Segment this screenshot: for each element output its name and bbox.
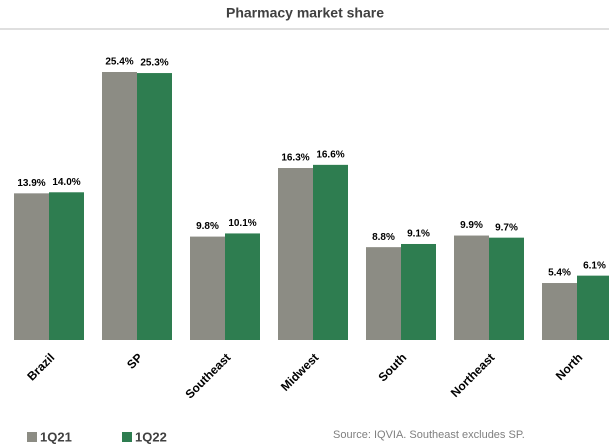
- value-label: 9.8%: [196, 221, 219, 232]
- value-label: 16.6%: [316, 149, 344, 160]
- chart-title: Pharmacy market share: [226, 5, 384, 21]
- value-label: 9.9%: [460, 220, 483, 231]
- bar: [454, 235, 489, 340]
- value-label: 10.1%: [228, 218, 256, 229]
- x-tick-label: Northeast: [448, 350, 498, 400]
- bar: [313, 164, 348, 340]
- legend-swatch: [27, 432, 37, 442]
- bar: [278, 168, 313, 340]
- x-tick-label: Midwest: [278, 350, 321, 393]
- legend-label: 1Q21: [40, 429, 72, 444]
- value-label: 13.9%: [17, 178, 45, 189]
- x-tick-label: Southeast: [182, 350, 233, 401]
- bar: [102, 72, 137, 340]
- bar: [366, 247, 401, 340]
- x-tick-label: North: [553, 350, 586, 383]
- value-label: 5.4%: [548, 268, 571, 279]
- value-label: 16.3%: [281, 153, 309, 164]
- value-label: 6.1%: [583, 260, 606, 271]
- bar: [49, 192, 84, 340]
- bar: [542, 283, 577, 340]
- bar: [14, 193, 49, 340]
- bar: [401, 243, 436, 340]
- x-tick-label: Brazil: [24, 350, 57, 383]
- value-label: 9.7%: [495, 222, 518, 233]
- value-label: 25.3%: [140, 58, 168, 69]
- x-tick-label: SP: [124, 350, 145, 371]
- x-tick-label: South: [375, 350, 409, 384]
- bar: [577, 275, 609, 340]
- bar: [225, 233, 260, 340]
- value-label: 14.0%: [52, 177, 80, 188]
- value-label: 8.8%: [372, 232, 395, 243]
- source-note: Source: IQVIA. Southeast excludes SP.: [333, 429, 525, 441]
- legend-swatch: [122, 432, 132, 442]
- legend-label: 1Q22: [135, 429, 167, 444]
- value-label: 9.1%: [407, 229, 430, 240]
- bar: [137, 73, 172, 340]
- value-label: 25.4%: [105, 57, 133, 68]
- bar: [190, 236, 225, 340]
- bar: [489, 237, 524, 340]
